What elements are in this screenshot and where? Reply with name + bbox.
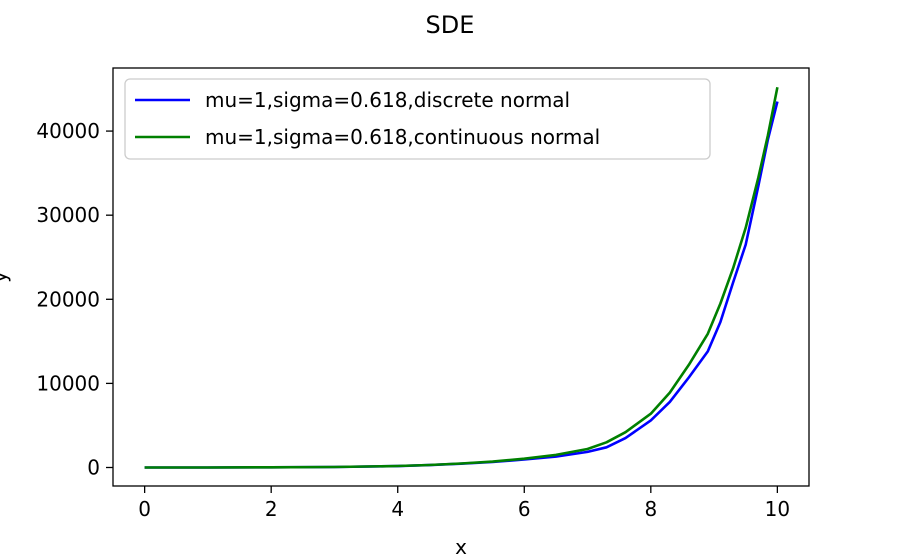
legend: mu=1,sigma=0.618,discrete normal mu=1,sig… (124, 78, 711, 160)
x-tick-label: 4 (391, 497, 404, 521)
legend-entry-label: mu=1,sigma=0.618,discrete normal (205, 88, 570, 112)
x-tick-label: 0 (138, 497, 151, 521)
legend-box (124, 78, 711, 160)
y-tick-label: 10000 (36, 371, 100, 395)
x-tick-label: 6 (518, 497, 531, 521)
plot-frame (112, 67, 810, 487)
x-tick-label: 10 (765, 497, 790, 521)
x-axis: 0 2 4 6 8 10 (138, 486, 790, 521)
legend-entry-label: mu=1,sigma=0.618,continuous normal (205, 125, 600, 149)
y-tick-label: 0 (87, 455, 100, 479)
x-tick-label: 2 (265, 497, 278, 521)
y-tick-label: 30000 (36, 203, 100, 227)
y-tick-label: 40000 (36, 119, 100, 143)
x-tick-label: 8 (644, 497, 657, 521)
x-axis-label: x (455, 535, 467, 556)
plot-area (144, 87, 779, 469)
y-axis: 0 10000 20000 30000 40000 (36, 119, 113, 479)
y-axis-label: y (0, 271, 11, 283)
series-line-continuous-normal (144, 87, 779, 469)
y-tick-label: 20000 (36, 287, 100, 311)
chart-title: SDE (426, 11, 475, 39)
